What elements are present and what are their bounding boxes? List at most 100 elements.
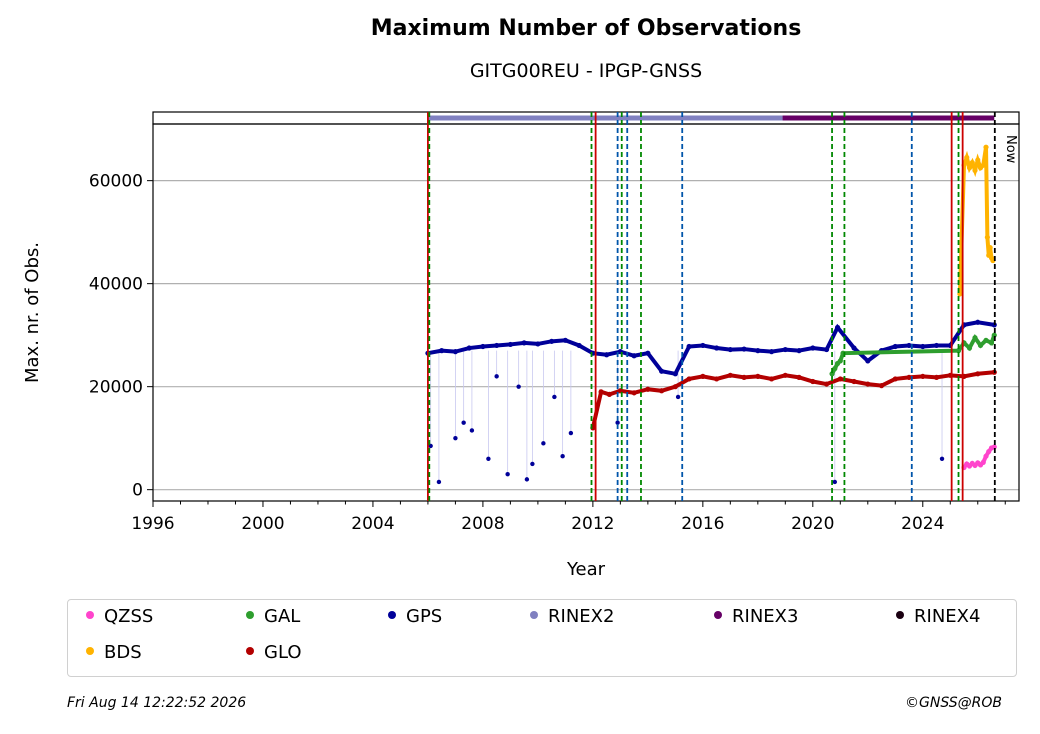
point-glo xyxy=(631,390,637,396)
point-gps xyxy=(727,346,733,353)
legend-marker-icon xyxy=(246,611,254,619)
point-glo xyxy=(755,373,761,379)
point-gal xyxy=(983,337,989,343)
point-gps-outlier xyxy=(453,435,458,441)
point-gps xyxy=(452,349,459,355)
x-tick-label: 2004 xyxy=(351,514,394,534)
point-gps-outlier xyxy=(486,456,491,461)
legend-label: RINEX4 xyxy=(914,606,981,627)
point-gps xyxy=(906,342,912,349)
point-gps xyxy=(659,368,665,374)
point-glo xyxy=(823,381,830,387)
point-bds xyxy=(972,167,978,173)
point-gps xyxy=(782,346,788,353)
y-tick-label: 40000 xyxy=(89,275,143,295)
point-glo xyxy=(865,381,871,387)
point-glo xyxy=(851,378,857,385)
point-bds xyxy=(964,154,970,161)
legend-item-gal: GAL xyxy=(246,606,300,627)
x-tick-label: 1996 xyxy=(131,514,174,534)
point-glo xyxy=(892,376,898,382)
x-tick-label: 2020 xyxy=(791,514,834,534)
legend-marker-icon xyxy=(896,611,904,619)
point-glo xyxy=(837,376,843,382)
point-gps xyxy=(975,319,981,325)
point-gal xyxy=(972,335,978,341)
point-gps xyxy=(700,342,706,349)
point-glo xyxy=(713,376,720,382)
point-glo xyxy=(645,386,651,392)
point-gal xyxy=(955,348,962,354)
y-tick-label: 20000 xyxy=(89,378,143,398)
point-glo xyxy=(606,391,612,397)
point-glo xyxy=(796,374,802,380)
point-gps xyxy=(755,348,761,354)
observations-chart: Now 1996 2000 2004 2008 2012 2016 2020 2024 0 2000… xyxy=(22,111,1020,580)
point-glo xyxy=(933,374,940,380)
legend-label: GAL xyxy=(264,606,301,627)
point-bds xyxy=(987,245,993,251)
series-line-glo xyxy=(590,370,995,429)
point-bds xyxy=(975,157,981,163)
point-glo xyxy=(878,383,885,389)
legend-item-gps: GPS xyxy=(388,606,442,627)
point-glo xyxy=(727,372,733,378)
point-gps xyxy=(521,340,527,346)
point-qzss xyxy=(980,459,986,465)
legend-label: GLO xyxy=(264,642,302,663)
legend: QZSS GAL GPS RINEX2 RINEX3 RINEX4 BDS GL… xyxy=(67,599,1017,677)
point-gps-outlier xyxy=(568,430,574,436)
legend-marker-icon xyxy=(86,647,94,655)
point-gps-outlier xyxy=(832,479,838,485)
point-gps xyxy=(865,358,871,364)
now-label: Now xyxy=(1003,135,1018,164)
legend-item-rinex3: RINEX3 xyxy=(714,606,798,627)
x-tick-label: 2012 xyxy=(571,514,614,534)
point-gps-outlier xyxy=(516,384,521,389)
x-axis-label: Year xyxy=(566,559,606,580)
chart-subtitle: GITG00REU - IPGP-GNSS xyxy=(469,60,703,82)
point-gps xyxy=(507,341,513,348)
point-glo xyxy=(906,374,912,380)
point-glo xyxy=(920,373,926,379)
credit: ©GNSS@ROB xyxy=(905,695,1002,711)
legend-item-qzss: QZSS xyxy=(86,606,153,627)
point-gps xyxy=(604,352,610,358)
point-glo xyxy=(672,384,678,390)
point-gps-outlier xyxy=(530,461,535,467)
point-gps xyxy=(645,350,651,356)
y-axis-label: Max. nr. of Obs. xyxy=(22,242,43,383)
point-gps xyxy=(713,345,720,351)
point-gps xyxy=(631,353,637,359)
series-line-gal xyxy=(830,333,997,375)
point-gps xyxy=(823,346,830,353)
point-gps xyxy=(892,343,898,350)
point-gps xyxy=(672,371,678,377)
point-gps xyxy=(851,345,857,351)
point-gps-outlier xyxy=(469,428,475,433)
point-qzss xyxy=(983,453,989,459)
point-gal xyxy=(829,371,835,377)
legend-marker-icon xyxy=(246,647,254,655)
point-bds xyxy=(983,144,989,150)
point-gps xyxy=(535,341,541,347)
legend-item-rinex4: RINEX4 xyxy=(896,606,980,627)
point-glo xyxy=(810,378,816,385)
timestamp: Fri Aug 14 12:22:52 2026 xyxy=(67,695,247,711)
point-glo xyxy=(700,373,706,379)
point-gal xyxy=(832,366,838,372)
point-glo xyxy=(782,372,788,378)
point-gps xyxy=(920,343,926,350)
x-tick-label: 2024 xyxy=(901,514,944,534)
point-gps xyxy=(796,348,802,354)
point-gps-outlier xyxy=(524,477,530,482)
legend-label: BDS xyxy=(104,642,142,663)
rinex-strip-frame xyxy=(152,111,1020,125)
point-gal xyxy=(837,358,843,364)
point-glo xyxy=(975,371,981,377)
point-gps xyxy=(480,343,486,350)
legend-label: QZSS xyxy=(104,606,154,627)
point-gps-outlier xyxy=(436,479,442,485)
point-gps-outlier xyxy=(560,453,565,459)
point-gps-outlier xyxy=(939,456,945,461)
